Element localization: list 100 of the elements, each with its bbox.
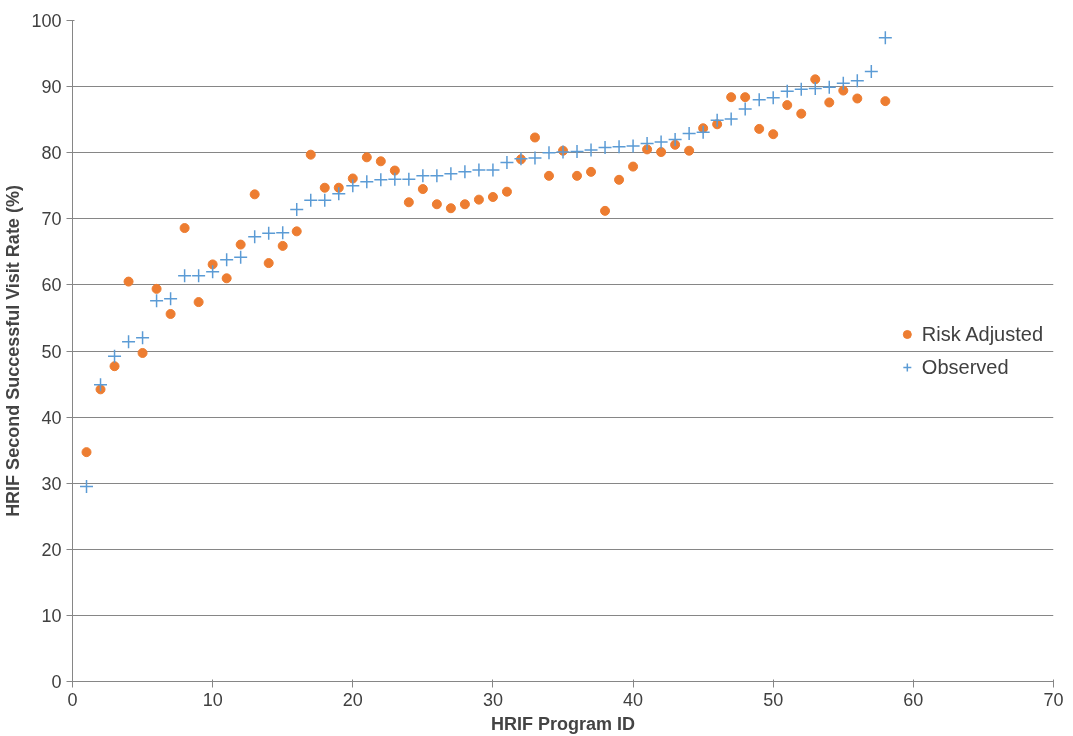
point bbox=[165, 308, 176, 319]
y-tick-label: 40 bbox=[41, 407, 62, 428]
point bbox=[487, 192, 498, 202]
legend-label: Observed bbox=[921, 355, 1009, 379]
point bbox=[261, 226, 276, 241]
point bbox=[291, 226, 302, 237]
point bbox=[824, 97, 835, 108]
point bbox=[485, 162, 501, 178]
point bbox=[583, 142, 599, 158]
point bbox=[149, 293, 164, 309]
x-tick-label: 50 bbox=[763, 689, 784, 710]
point bbox=[836, 76, 851, 91]
point bbox=[403, 197, 414, 208]
legend-label: Risk Adjusted bbox=[921, 322, 1043, 346]
x-tick-label: 40 bbox=[623, 689, 644, 710]
point bbox=[501, 186, 512, 197]
point bbox=[852, 93, 863, 104]
point bbox=[415, 168, 431, 184]
point bbox=[656, 147, 667, 158]
point bbox=[137, 347, 148, 358]
point bbox=[543, 170, 554, 181]
point bbox=[473, 194, 484, 205]
point bbox=[247, 229, 262, 244]
point bbox=[625, 138, 641, 154]
point bbox=[107, 349, 122, 364]
point bbox=[417, 184, 428, 195]
point bbox=[457, 164, 473, 180]
x-axis-title: HRIF Program ID bbox=[490, 713, 636, 734]
point bbox=[822, 80, 837, 95]
y-tick-label: 30 bbox=[41, 473, 62, 494]
point bbox=[754, 123, 765, 134]
point bbox=[233, 249, 248, 265]
point bbox=[864, 64, 879, 79]
point bbox=[850, 73, 865, 88]
point bbox=[235, 239, 246, 250]
point bbox=[303, 193, 318, 208]
x-tick-label: 60 bbox=[903, 689, 924, 710]
point bbox=[586, 166, 597, 177]
point bbox=[361, 152, 372, 163]
point bbox=[628, 161, 639, 172]
point bbox=[639, 136, 655, 151]
point bbox=[275, 225, 290, 240]
point bbox=[737, 101, 753, 117]
y-tick-label: 90 bbox=[41, 77, 62, 98]
point bbox=[373, 172, 389, 188]
point bbox=[179, 223, 190, 234]
point bbox=[471, 162, 487, 178]
point bbox=[289, 202, 304, 217]
point bbox=[305, 149, 316, 160]
point bbox=[709, 113, 725, 128]
point bbox=[782, 100, 793, 111]
y-tick-label: 70 bbox=[41, 209, 62, 230]
point bbox=[653, 134, 669, 150]
point bbox=[345, 178, 361, 193]
point bbox=[359, 174, 375, 190]
point bbox=[751, 92, 767, 108]
point bbox=[838, 85, 849, 96]
point bbox=[443, 166, 459, 182]
point bbox=[740, 92, 751, 103]
point bbox=[249, 189, 260, 200]
point bbox=[109, 361, 120, 372]
point bbox=[429, 168, 445, 184]
x-tick-label: 0 bbox=[67, 689, 78, 710]
y-tick-label: 80 bbox=[41, 143, 62, 164]
point bbox=[723, 111, 739, 127]
point bbox=[878, 30, 893, 45]
point bbox=[808, 81, 823, 96]
point bbox=[387, 171, 403, 187]
y-axis-title: HRIF Second Successful Visit Rate (%) bbox=[3, 185, 24, 517]
x-tick-label: 10 bbox=[202, 689, 223, 710]
point bbox=[331, 186, 347, 201]
point bbox=[277, 240, 288, 251]
point bbox=[319, 182, 330, 193]
point bbox=[81, 447, 92, 458]
point bbox=[614, 174, 625, 185]
point bbox=[527, 150, 543, 166]
point bbox=[667, 132, 683, 147]
x-tick-label: 70 bbox=[1043, 689, 1064, 710]
point bbox=[317, 193, 333, 208]
x-tick-label: 30 bbox=[482, 689, 503, 710]
point bbox=[123, 276, 134, 287]
point bbox=[597, 140, 613, 155]
point bbox=[600, 205, 611, 216]
point bbox=[401, 171, 417, 187]
y-tick-label: 100 bbox=[31, 11, 62, 31]
point bbox=[726, 92, 737, 103]
point bbox=[151, 283, 162, 294]
point bbox=[765, 90, 781, 106]
y-tick-label: 20 bbox=[41, 539, 62, 560]
point bbox=[221, 273, 232, 284]
point bbox=[541, 145, 557, 160]
y-tick-label: 50 bbox=[41, 341, 62, 362]
point bbox=[93, 377, 108, 392]
point bbox=[796, 108, 807, 119]
point bbox=[684, 145, 695, 156]
point bbox=[191, 268, 206, 283]
x-tick-label: 20 bbox=[342, 689, 363, 710]
point bbox=[555, 144, 571, 160]
point bbox=[611, 139, 627, 154]
point bbox=[193, 297, 204, 308]
